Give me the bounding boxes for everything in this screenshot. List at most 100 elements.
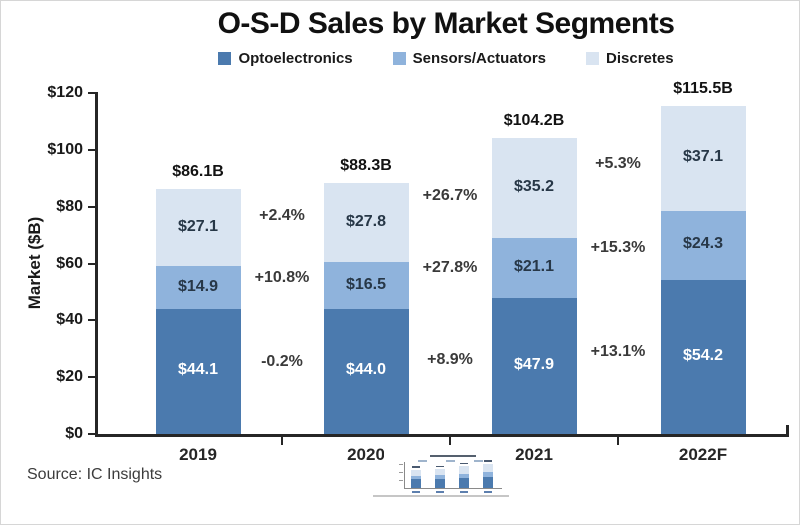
y-tick-label: $100	[47, 140, 83, 158]
growth-annotation: +8.9%	[427, 350, 473, 368]
segment-value-label: $44.0	[345, 361, 387, 379]
growth-annotation: +13.1%	[590, 343, 646, 361]
segment-value-label: $44.1	[177, 361, 219, 379]
segment-value-label: $14.9	[177, 277, 219, 295]
legend-item-label: Sensors/Actuators	[412, 50, 547, 67]
y-tick-mark	[88, 205, 96, 208]
bar-segment-discretes	[155, 189, 241, 267]
wm-total-dash	[412, 466, 420, 468]
chart-title: O-S-D Sales by Market Segments	[217, 7, 675, 40]
legend-swatch-icon	[586, 52, 600, 65]
wm-y-tick	[399, 472, 403, 473]
wm-x-label-dash	[460, 491, 468, 493]
segment-value-label: $27.1	[177, 217, 219, 235]
y-tick-mark	[88, 262, 96, 265]
wm-x-label-dash	[436, 491, 444, 493]
wm-bar-segment	[435, 469, 445, 476]
segment-value-label: $27.8	[345, 212, 387, 230]
x-axis-end-tick	[786, 425, 789, 434]
bar-segment-sensors-actuators	[323, 262, 409, 309]
legend-swatch-icon	[218, 52, 232, 65]
growth-annotation: -0.2%	[261, 353, 303, 371]
growth-annotation: +10.8%	[254, 268, 310, 286]
wm-bar-segment	[483, 471, 493, 477]
legend-swatch-icon	[392, 52, 406, 65]
wm-bar-segment	[459, 477, 469, 488]
segment-value-label: $24.3	[682, 235, 724, 253]
growth-annotation: +27.8%	[422, 258, 478, 276]
bar-segment-discretes	[660, 105, 746, 211]
segment-value-label: $16.5	[345, 275, 387, 293]
bar-segment-optoelectronics	[155, 308, 241, 434]
y-tick-mark	[88, 376, 96, 379]
bar-segment-sensors-actuators	[660, 210, 746, 280]
legend-item-1: Sensors/Actuators	[392, 50, 547, 67]
y-tick-mark	[88, 92, 96, 94]
x-tick-mark	[449, 437, 451, 445]
wm-total-dash	[460, 462, 468, 465]
bar-segment-optoelectronics	[491, 297, 577, 434]
segment-value-label: $35.2	[513, 177, 555, 195]
wm-y-tick	[399, 464, 403, 465]
wm-x-axis	[404, 488, 502, 489]
wm-bar-segment	[411, 469, 421, 476]
bar-segment-optoelectronics	[323, 308, 409, 434]
bar-segment-discretes	[323, 183, 409, 263]
segment-value-label: $21.1	[513, 257, 555, 275]
wm-legend-line	[474, 460, 483, 462]
y-tick-label: $0	[65, 425, 83, 442]
wm-bar-segment	[459, 466, 469, 474]
wm-total-dash	[436, 465, 444, 468]
legend-item-2: Discretes	[586, 50, 674, 67]
wm-bar-segment	[435, 478, 445, 488]
segment-value-label: $47.9	[513, 355, 555, 373]
segment-value-label: $54.2	[682, 346, 724, 364]
bar-segment-optoelectronics	[660, 279, 746, 434]
wm-legend-line	[418, 460, 427, 462]
legend-item-0: Optoelectronics	[218, 50, 353, 67]
wm-total-dash	[484, 460, 492, 462]
x-tick-mark	[281, 437, 283, 445]
bar-segment-discretes	[491, 137, 577, 238]
x-axis-category-label: 2021	[515, 445, 553, 464]
growth-annotation: +15.3%	[590, 238, 646, 256]
y-tick-label: $20	[56, 368, 83, 386]
x-axis-category-label: 2020	[347, 445, 385, 464]
x-axis-line	[95, 434, 789, 437]
wm-bar-segment	[411, 478, 421, 488]
wm-y-tick	[399, 480, 403, 481]
legend-item-label: Optoelectronics	[238, 50, 353, 67]
y-tick-label: $80	[56, 197, 83, 215]
wm-bar-segment	[483, 476, 493, 488]
y-tick-mark	[88, 148, 96, 151]
wm-y-axis	[404, 462, 405, 488]
wm-bar-segment	[411, 475, 421, 479]
y-tick-label: $60	[56, 254, 83, 272]
growth-annotation: +2.4%	[259, 207, 305, 225]
wm-legend-line	[446, 460, 455, 462]
bar-total-label: $104.2B	[503, 111, 565, 129]
x-tick-mark	[617, 437, 619, 445]
source-note: Source: IC Insights	[27, 466, 163, 483]
wm-title-line	[430, 455, 476, 457]
growth-annotation: +5.3%	[595, 155, 641, 173]
bar-total-label: $115.5B	[673, 79, 733, 97]
y-axis-line	[95, 92, 98, 437]
wm-bar-segment	[435, 475, 445, 479]
x-axis-category-label: 2019	[179, 445, 217, 464]
y-tick-mark	[88, 319, 96, 322]
y-tick-mark	[88, 433, 96, 435]
watermark-caption-line	[373, 495, 509, 497]
segment-value-label: $37.1	[682, 148, 724, 166]
wm-bar-segment	[483, 463, 493, 472]
wm-bar-segment	[459, 473, 469, 478]
bar-segment-sensors-actuators	[155, 266, 241, 309]
y-tick-label: $40	[56, 311, 83, 329]
bar-total-label: $86.1B	[172, 163, 224, 181]
watermark-thumbnail	[384, 452, 506, 496]
legend-item-label: Discretes	[606, 50, 674, 67]
wm-x-label-dash	[412, 491, 420, 493]
wm-x-label-dash	[484, 491, 492, 493]
y-tick-label: $120	[47, 84, 83, 101]
